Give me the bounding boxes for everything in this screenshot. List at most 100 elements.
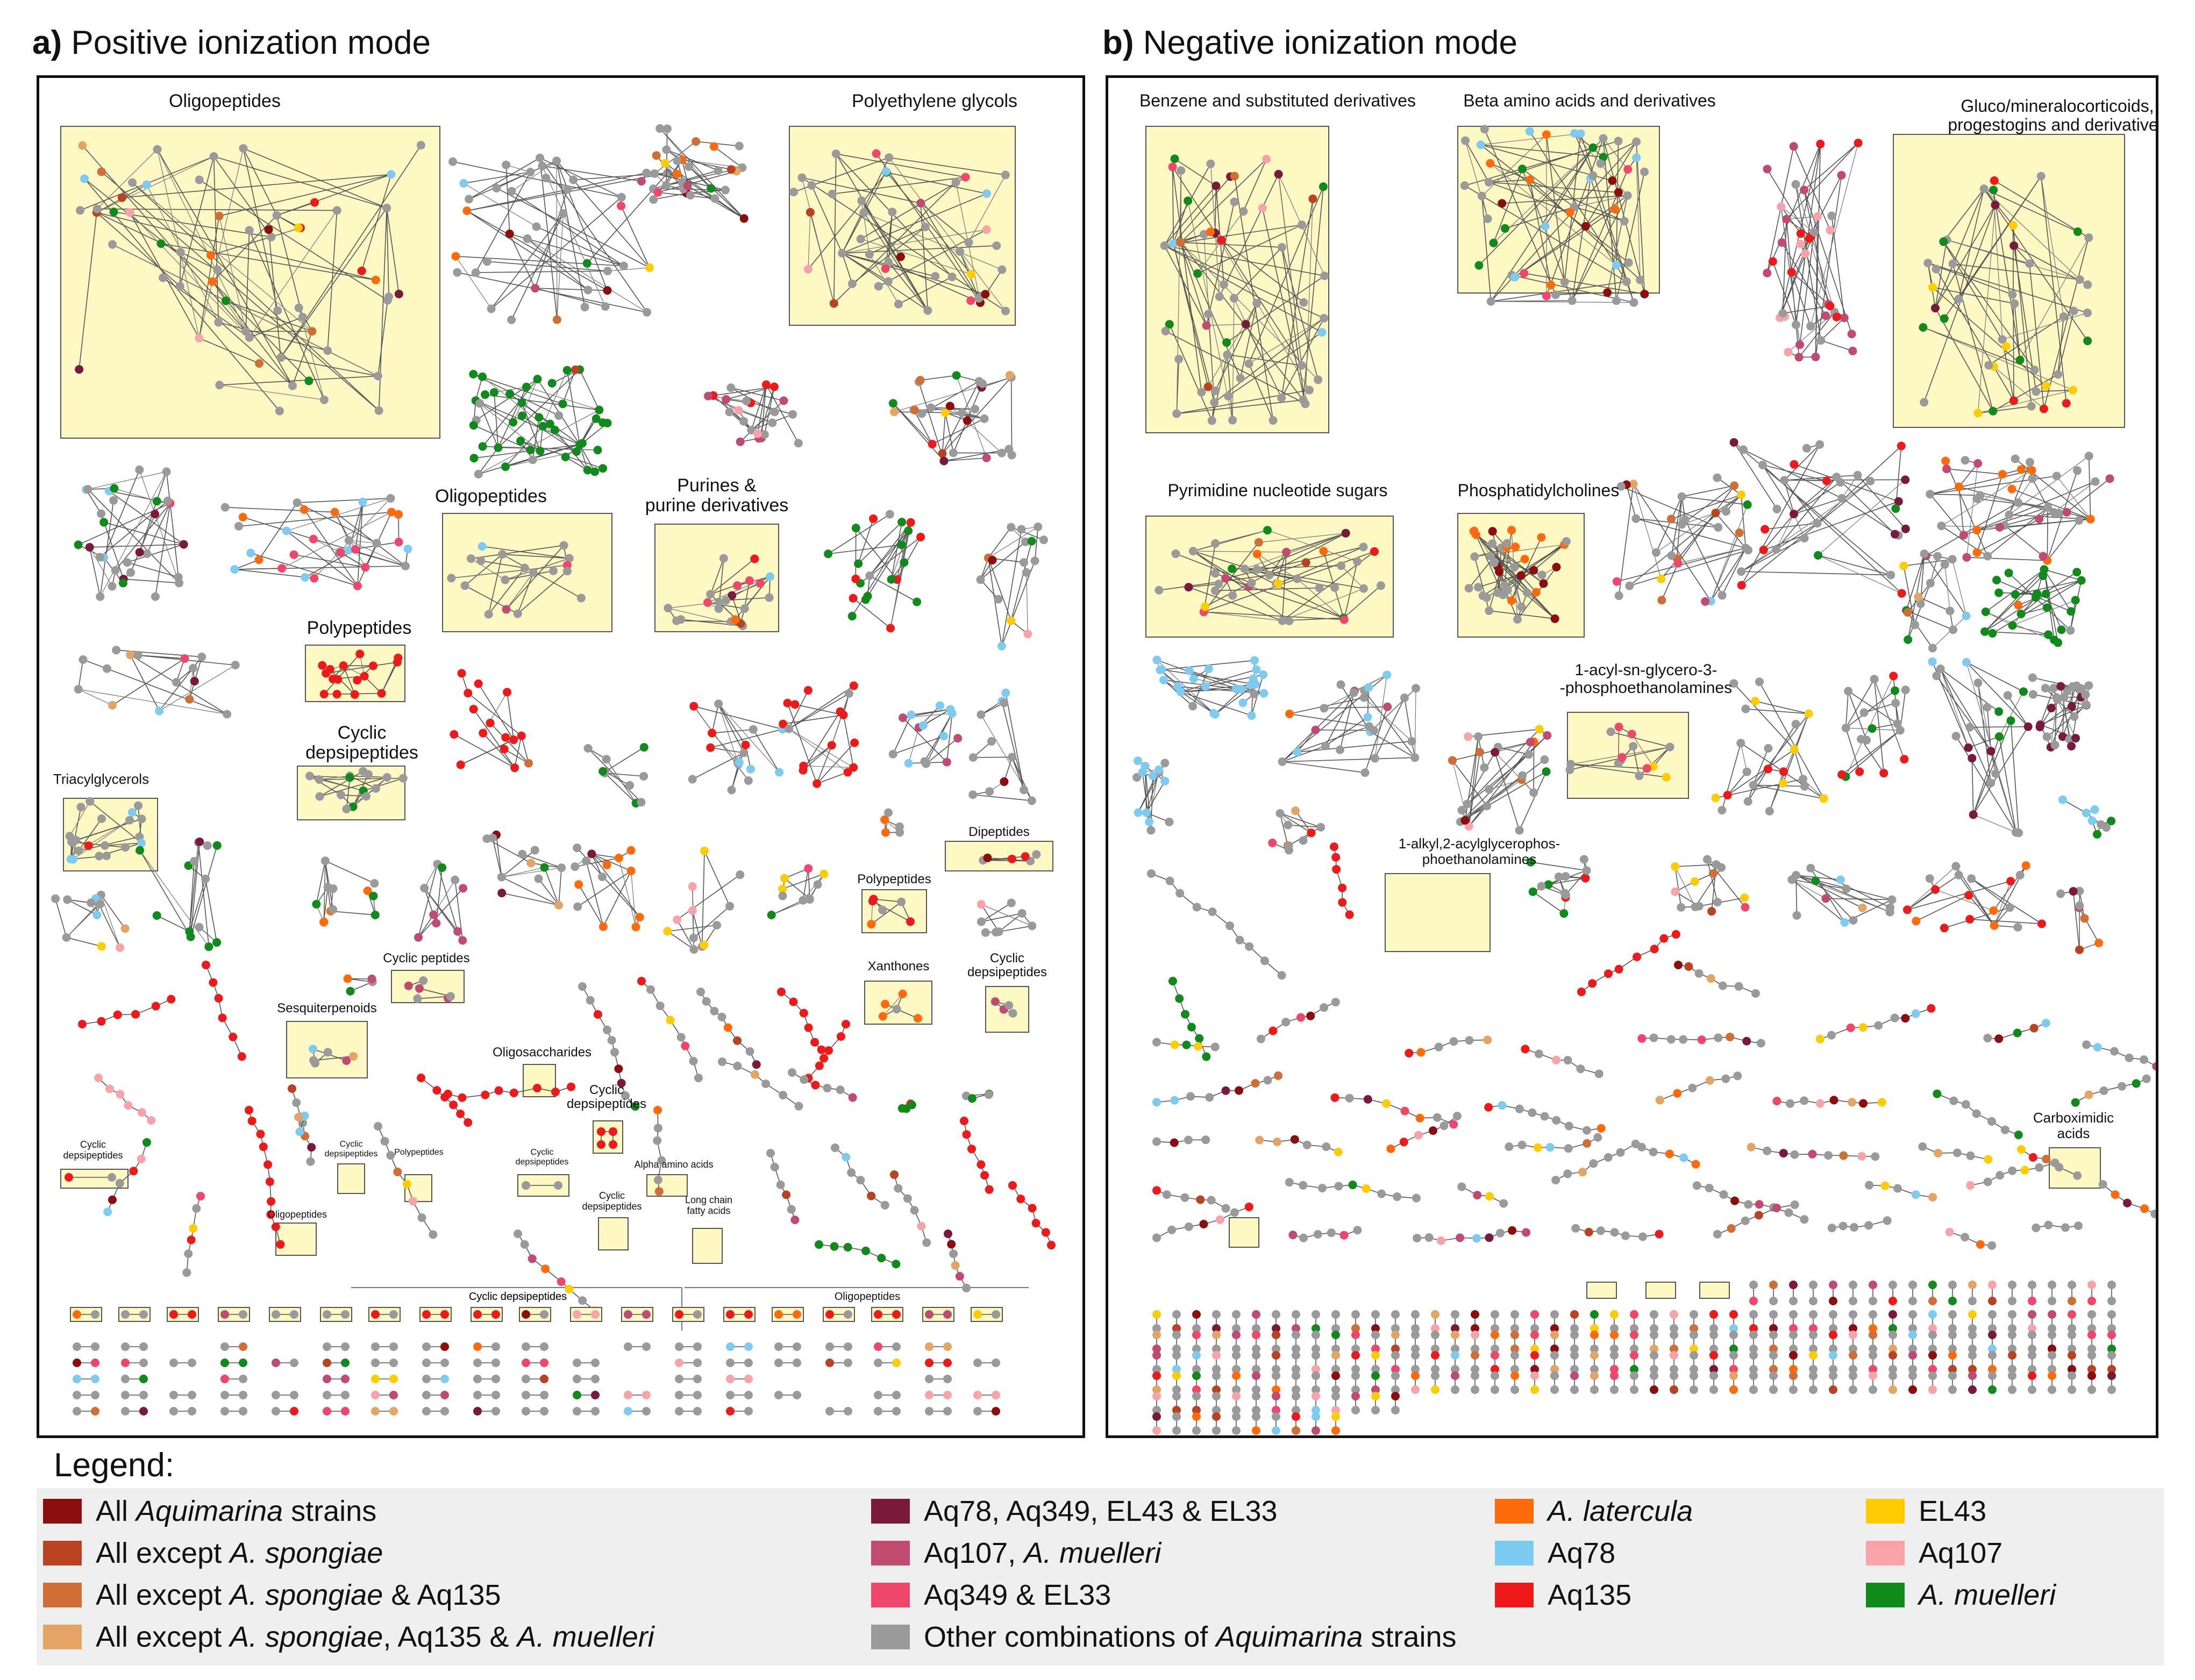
network-edge — [604, 773, 644, 777]
network-node — [1436, 1236, 1445, 1245]
cluster-label: Cyclic depsipeptides — [566, 1083, 647, 1112]
node-pair — [2107, 1351, 2116, 1374]
network-node — [807, 181, 816, 190]
node-pair — [473, 1391, 500, 1399]
node-pair — [220, 1407, 247, 1416]
network-node — [1306, 1011, 1315, 1020]
network-edge — [893, 403, 945, 462]
network-edge — [1906, 610, 1933, 649]
node-pair — [1152, 1331, 1161, 1353]
network-node — [578, 982, 587, 991]
network-edge — [2002, 312, 2088, 340]
network-node — [962, 1130, 971, 1139]
network-node — [1988, 629, 1997, 638]
network-edge — [1281, 247, 1306, 404]
network-cluster — [1711, 677, 1828, 816]
network-node — [1836, 478, 1845, 487]
network-node — [102, 664, 111, 673]
network-edge — [1681, 485, 1735, 525]
network-edge — [908, 727, 920, 763]
network-node — [353, 676, 362, 685]
network-node — [1170, 1040, 1179, 1049]
network-node — [1330, 1093, 1339, 1102]
node-pair — [1331, 1371, 1340, 1394]
network-edge — [281, 512, 392, 569]
network-node — [603, 1025, 612, 1034]
node-pair — [1968, 1310, 1977, 1333]
network-node — [301, 573, 310, 582]
network-edge — [1841, 475, 1858, 499]
network-node — [1814, 551, 1823, 560]
network-node — [1996, 1171, 2005, 1180]
network-node — [1165, 320, 1174, 329]
node-pair — [1610, 1351, 1619, 1374]
node-pair — [121, 1342, 148, 1351]
network-node — [2027, 466, 2036, 475]
network-node — [1635, 771, 1644, 781]
network-node — [1596, 1226, 1605, 1235]
network-node — [456, 760, 465, 769]
network-chain — [1152, 1135, 1210, 1147]
network-node — [63, 895, 72, 904]
node-pair — [121, 1359, 148, 1367]
network-node — [1827, 1224, 1836, 1233]
network-node — [1520, 269, 1529, 278]
node-pair — [1312, 1392, 1320, 1414]
network-node — [117, 193, 126, 202]
network-node — [1779, 767, 1788, 776]
network-node — [75, 365, 84, 374]
network-node — [1588, 171, 1598, 180]
network-edge — [350, 775, 376, 789]
network-edge — [2066, 478, 2111, 513]
network-cluster — [897, 1099, 916, 1113]
network-edge — [538, 878, 559, 906]
network-edge — [1715, 494, 1742, 513]
network-node — [683, 181, 692, 190]
network-node — [1237, 685, 1246, 694]
network-edge — [1297, 741, 1412, 753]
network-edge — [1257, 569, 1364, 589]
network-edge — [2062, 799, 2087, 813]
node-pair — [1152, 1412, 1161, 1435]
network-edge — [72, 841, 126, 848]
network-chain — [2098, 1180, 2156, 1219]
node-pair — [1411, 1310, 1420, 1333]
network-node — [1154, 765, 1163, 774]
network-edge — [1791, 879, 1826, 899]
network-node — [1210, 569, 1220, 578]
network-edge — [1784, 475, 1858, 481]
network-node — [1188, 702, 1198, 711]
node-pair — [1988, 1331, 1997, 1353]
network-edge — [1940, 668, 1969, 748]
network-cluster — [1565, 723, 1674, 782]
network-node — [583, 744, 593, 753]
node-pair — [1192, 1351, 1201, 1374]
network-node — [880, 1200, 889, 1210]
network-node — [982, 453, 991, 462]
network-node — [1859, 1099, 1868, 1108]
network-edge — [1941, 525, 2000, 528]
node-pair — [73, 1342, 99, 1351]
network-node — [502, 160, 511, 169]
network-edge — [1602, 138, 1645, 295]
network-node — [1616, 1148, 1625, 1157]
network-chain — [788, 1068, 857, 1102]
network-node — [514, 1229, 522, 1238]
network-node — [761, 380, 771, 389]
network-node — [245, 226, 254, 235]
network-node — [1902, 905, 1912, 914]
node-pair — [371, 1375, 398, 1383]
network-node — [1673, 559, 1683, 568]
network-node — [1612, 577, 1621, 586]
network-node — [704, 391, 713, 401]
network-node — [928, 440, 937, 449]
network-node — [1633, 952, 1642, 961]
network-node — [96, 899, 105, 909]
node-pair — [1252, 1392, 1260, 1414]
network-node — [1610, 205, 1620, 214]
network-node — [1316, 823, 1325, 832]
node-pair — [573, 1310, 600, 1319]
node-pair — [2068, 1351, 2076, 1374]
node-pair — [1650, 1331, 1658, 1353]
node-pair — [1670, 1371, 1678, 1394]
